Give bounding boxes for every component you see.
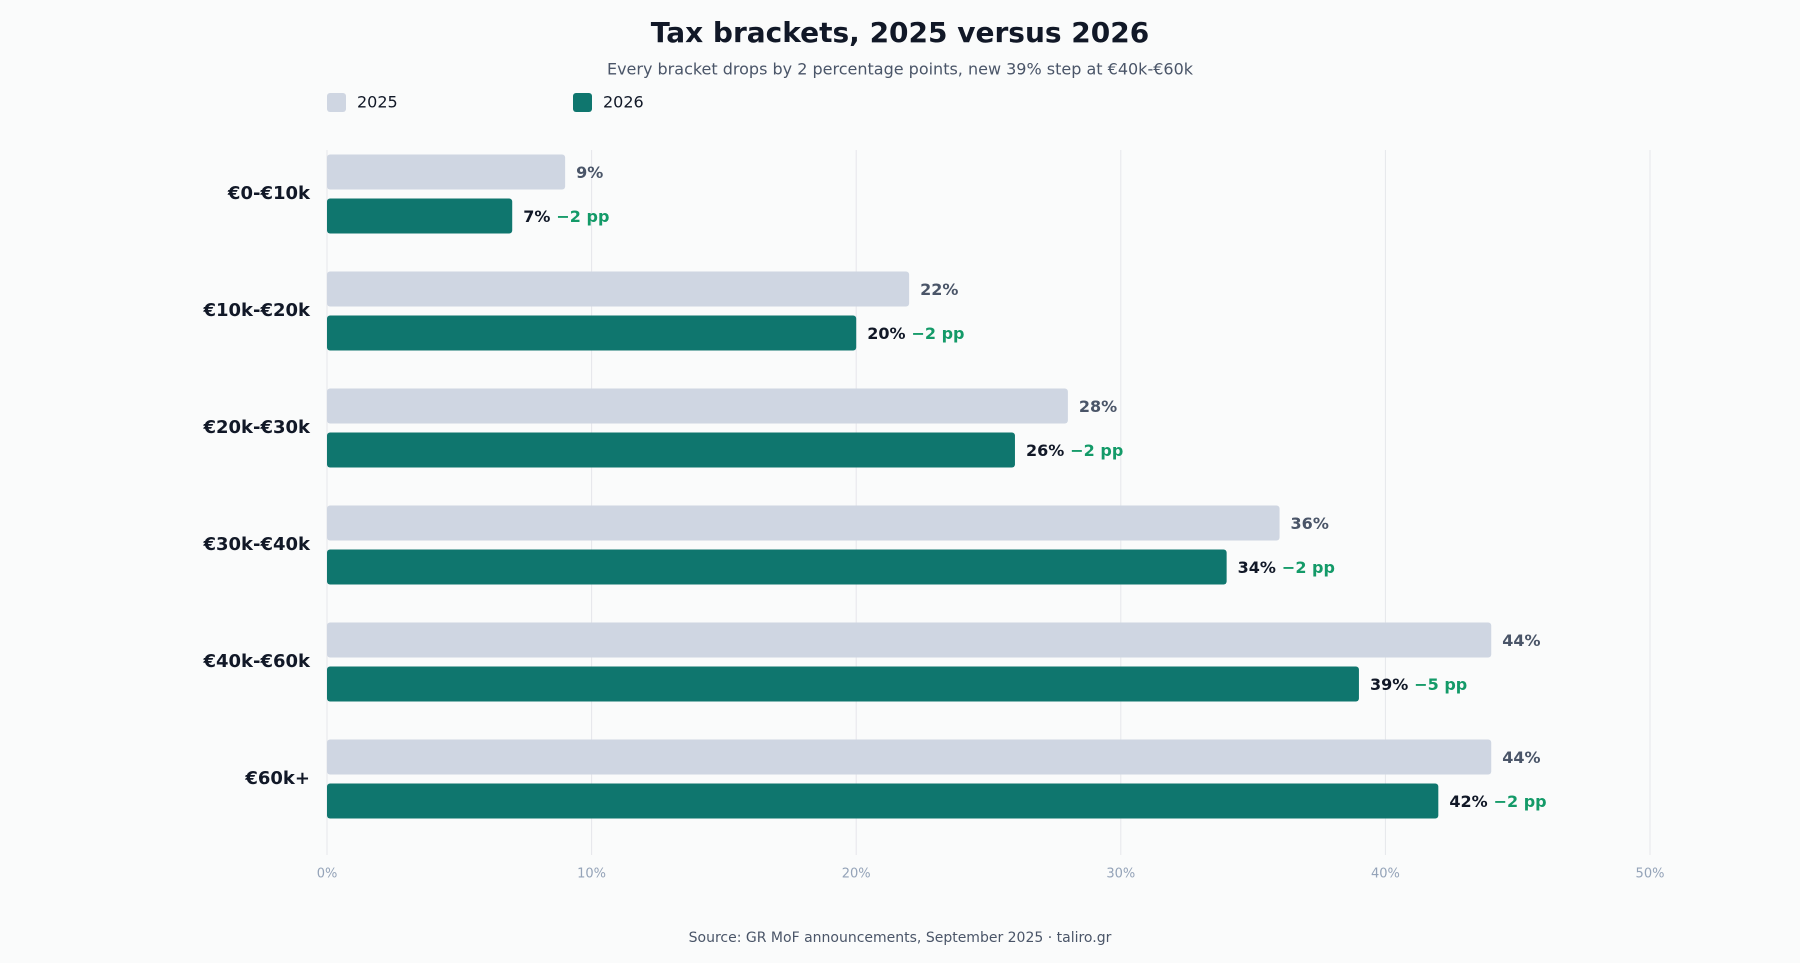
change-label: −2 pp xyxy=(911,324,964,343)
chart-subtitle: Every bracket drops by 2 percentage poin… xyxy=(607,60,1194,79)
bar xyxy=(327,154,566,190)
value-label: 26% −2 pp xyxy=(1026,441,1123,460)
value-label: 28% xyxy=(1079,397,1117,416)
source-note: Source: GR MoF announcements, September … xyxy=(689,930,1112,946)
value-label-text: 44% xyxy=(1502,631,1540,650)
value-label: 44% xyxy=(1502,748,1540,767)
bar xyxy=(327,388,1068,424)
category-label: €30k-€40k xyxy=(202,534,311,555)
x-tick-label: 0% xyxy=(317,867,338,882)
legend-label: 2025 xyxy=(357,93,398,112)
category-label: €10k-€20k xyxy=(202,300,311,321)
value-label-text: 42% xyxy=(1449,792,1487,811)
value-label: 34% −2 pp xyxy=(1238,558,1335,577)
bar xyxy=(327,666,1359,702)
bar xyxy=(327,739,1492,775)
value-label-text: 7% xyxy=(523,207,550,226)
value-label: 9% xyxy=(576,163,603,182)
change-label: −2 pp xyxy=(556,207,609,226)
bar xyxy=(327,549,1227,585)
bar xyxy=(327,432,1015,468)
value-label-text: 22% xyxy=(920,280,958,299)
legend-label: 2026 xyxy=(603,93,644,112)
value-label: 36% xyxy=(1291,514,1329,533)
x-tick-label: 50% xyxy=(1636,867,1665,882)
change-label: −2 pp xyxy=(1282,558,1335,577)
legend-swatch xyxy=(573,93,592,112)
value-label: 22% xyxy=(920,280,958,299)
value-label-text: 39% xyxy=(1370,675,1408,694)
value-label: 42% −2 pp xyxy=(1449,792,1546,811)
legend-swatch xyxy=(327,93,346,112)
value-label-text: 44% xyxy=(1502,748,1540,767)
value-label: 44% xyxy=(1502,631,1540,650)
value-label: 7% −2 pp xyxy=(523,207,609,226)
bar xyxy=(327,505,1280,541)
value-label-text: 26% xyxy=(1026,441,1064,460)
bar xyxy=(327,622,1492,658)
category-label: €0-€10k xyxy=(227,183,311,204)
bar xyxy=(327,315,857,351)
value-label-text: 9% xyxy=(576,163,603,182)
value-label-text: 36% xyxy=(1291,514,1329,533)
bar xyxy=(327,198,513,234)
x-tick-label: 40% xyxy=(1371,867,1400,882)
change-label: −5 pp xyxy=(1414,675,1467,694)
category-label: €20k-€30k xyxy=(202,417,311,438)
value-label: 20% −2 pp xyxy=(867,324,964,343)
bar xyxy=(327,271,910,307)
chart-title: Tax brackets, 2025 versus 2026 xyxy=(651,16,1150,49)
value-label-text: 20% xyxy=(867,324,905,343)
change-label: −2 pp xyxy=(1494,792,1547,811)
x-tick-label: 10% xyxy=(577,867,606,882)
value-label: 39% −5 pp xyxy=(1370,675,1467,694)
value-label-text: 34% xyxy=(1238,558,1276,577)
category-label: €40k-€60k xyxy=(202,651,311,672)
x-tick-label: 20% xyxy=(842,867,871,882)
x-tick-label: 30% xyxy=(1106,867,1135,882)
value-label-text: 28% xyxy=(1079,397,1117,416)
bar xyxy=(327,783,1439,819)
category-label: €60k+ xyxy=(244,768,310,789)
change-label: −2 pp xyxy=(1070,441,1123,460)
